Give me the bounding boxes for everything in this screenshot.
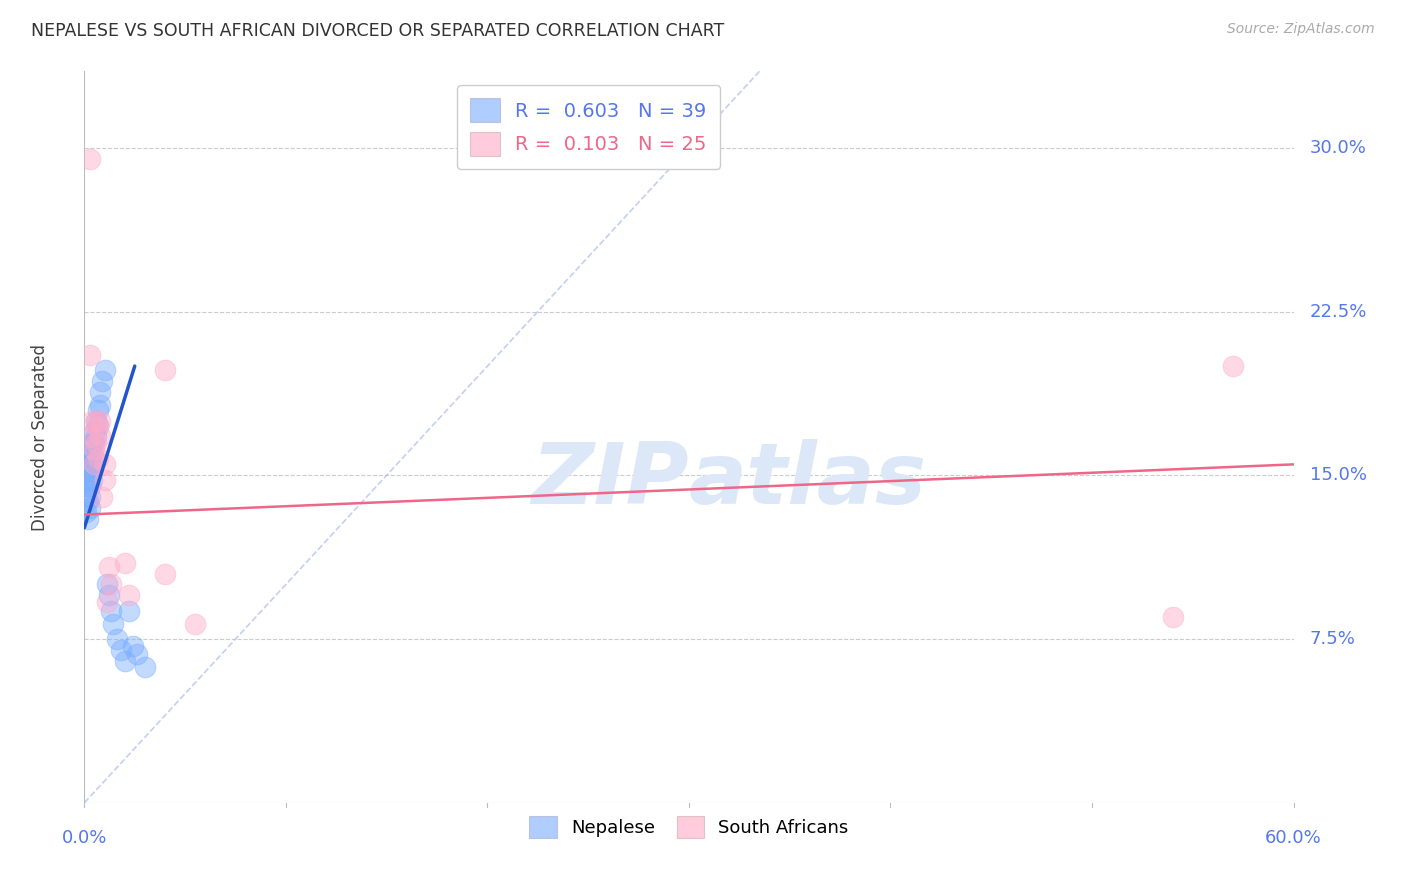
Text: 7.5%: 7.5% <box>1309 630 1355 648</box>
Text: 22.5%: 22.5% <box>1309 302 1367 320</box>
Point <box>79 348 101 362</box>
Point <box>79 501 101 516</box>
Point <box>77 479 100 493</box>
Point <box>75 473 97 487</box>
Point <box>153 363 176 377</box>
Point <box>82 435 104 450</box>
Point <box>77 464 100 478</box>
Point <box>118 604 141 618</box>
Point <box>79 468 101 483</box>
Point <box>110 643 132 657</box>
Point <box>82 473 104 487</box>
Point <box>83 458 105 472</box>
Point <box>82 429 104 443</box>
Point <box>125 648 148 662</box>
Text: 15.0%: 15.0% <box>1309 467 1367 484</box>
Point <box>79 152 101 166</box>
Point <box>83 435 105 450</box>
Point <box>96 595 118 609</box>
Point <box>114 654 136 668</box>
Point <box>89 414 111 428</box>
Text: ZIP: ZIP <box>531 440 689 523</box>
Point <box>87 450 110 465</box>
Point <box>77 512 100 526</box>
Point <box>100 577 122 591</box>
Point <box>83 442 105 456</box>
Point <box>97 588 120 602</box>
Point <box>121 639 143 653</box>
Point <box>82 458 104 472</box>
Point <box>100 604 122 618</box>
Text: 60.0%: 60.0% <box>1265 829 1322 847</box>
Point <box>79 490 101 504</box>
Point <box>134 660 156 674</box>
Point <box>118 588 141 602</box>
Point <box>89 385 111 400</box>
Text: NEPALESE VS SOUTH AFRICAN DIVORCED OR SEPARATED CORRELATION CHART: NEPALESE VS SOUTH AFRICAN DIVORCED OR SE… <box>31 22 724 40</box>
Text: 30.0%: 30.0% <box>1309 139 1367 157</box>
Point <box>89 399 111 413</box>
Point <box>153 566 176 581</box>
Point <box>79 450 101 465</box>
Point <box>79 479 101 493</box>
Point <box>75 490 97 504</box>
Point <box>82 446 104 460</box>
Point <box>86 414 108 428</box>
Point <box>1222 359 1244 373</box>
Point <box>86 435 108 450</box>
Point <box>114 556 136 570</box>
Point <box>87 418 110 433</box>
Point <box>82 414 104 428</box>
Point <box>91 375 114 389</box>
Text: Source: ZipAtlas.com: Source: ZipAtlas.com <box>1227 22 1375 37</box>
Text: Divorced or Separated: Divorced or Separated <box>31 343 49 531</box>
Point <box>91 490 114 504</box>
Point <box>93 458 115 472</box>
Point <box>1161 610 1184 624</box>
Point <box>87 402 110 417</box>
Legend: Nepalese, South Africans: Nepalese, South Africans <box>519 805 859 848</box>
Point <box>105 632 128 646</box>
Point <box>77 494 100 508</box>
Point <box>86 429 108 443</box>
Point <box>75 505 97 519</box>
Point <box>83 425 105 439</box>
Point <box>83 450 105 465</box>
Point <box>93 363 115 377</box>
Text: atlas: atlas <box>689 440 927 523</box>
Point <box>86 414 108 428</box>
Point <box>97 560 120 574</box>
Point <box>101 616 124 631</box>
Point <box>93 473 115 487</box>
Text: 0.0%: 0.0% <box>62 829 107 847</box>
Point <box>89 429 111 443</box>
Point <box>184 616 207 631</box>
Point <box>79 458 101 472</box>
Point <box>87 420 110 434</box>
Point <box>96 577 118 591</box>
